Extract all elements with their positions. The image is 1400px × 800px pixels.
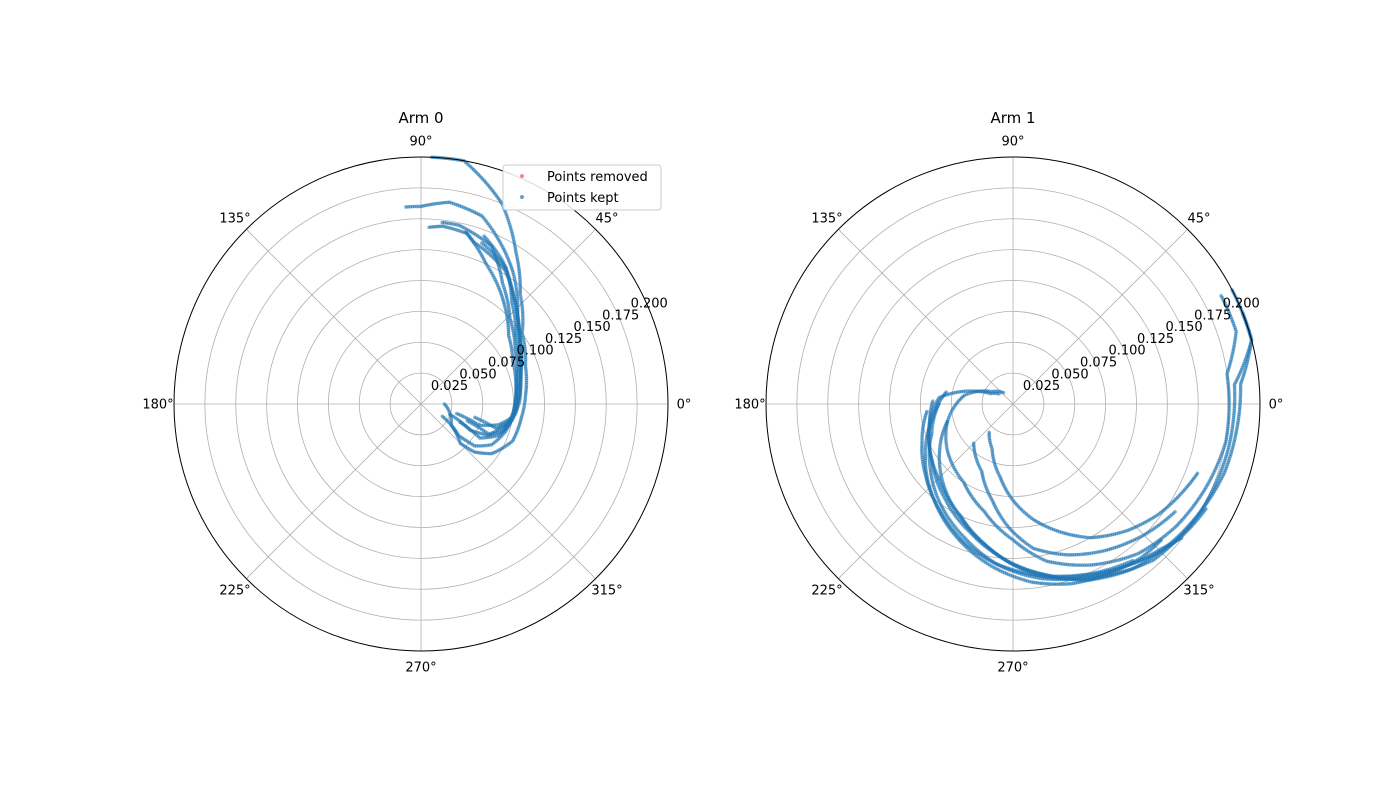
legend-label-points-kept: Points kept bbox=[547, 191, 619, 206]
r-tick-label: 0.075 bbox=[488, 356, 525, 371]
theta-tick-label: 90° bbox=[409, 135, 432, 150]
theta-tick-label: 180° bbox=[734, 398, 765, 413]
polar-spine bbox=[173, 156, 669, 652]
chart-title: Arm 0 bbox=[398, 109, 443, 127]
polar-axes-arm-1: 0° 45° 90° 135° 180° 225° 270° 315° 0.02… bbox=[734, 109, 1283, 676]
angular-grid-line bbox=[420, 403, 596, 579]
theta-tick-label: 180° bbox=[142, 398, 173, 413]
data-point bbox=[404, 205, 408, 209]
polar-axes-arm-0: 0° 45° 90° 135° 180° 225° 270° 315° 0.02… bbox=[142, 109, 691, 676]
angular-grid-line bbox=[838, 403, 1014, 579]
theta-tick-labels: 0° 45° 90° 135° 180° 225° 270° 315° bbox=[734, 135, 1283, 676]
r-tick-label: 0.175 bbox=[602, 308, 639, 323]
theta-tick-label: 135° bbox=[219, 212, 250, 227]
theta-tick-label: 270° bbox=[405, 661, 436, 676]
r-tick-label: 0.050 bbox=[1051, 367, 1088, 382]
r-tick-label: 0.175 bbox=[1194, 308, 1231, 323]
theta-tick-labels: 0° 45° 90° 135° 180° 225° 270° 315° bbox=[142, 135, 691, 676]
data-point bbox=[1179, 536, 1184, 540]
polar-spine bbox=[765, 156, 1261, 652]
data-point bbox=[482, 234, 486, 238]
radial-tick-labels: 0.025 0.050 0.075 0.100 0.125 0.150 0.17… bbox=[1023, 297, 1260, 395]
theta-tick-label: 45° bbox=[1187, 212, 1210, 227]
r-tick-label: 0.025 bbox=[431, 379, 468, 394]
data-point bbox=[480, 241, 484, 245]
theta-tick-label: 0° bbox=[677, 398, 692, 413]
legend-label-points-removed: Points removed bbox=[547, 170, 648, 185]
polar-grid bbox=[174, 157, 668, 651]
theta-tick-label: 225° bbox=[811, 584, 842, 599]
theta-tick-label: 225° bbox=[219, 584, 250, 599]
r-tick-label: 0.100 bbox=[516, 344, 553, 359]
angular-grid-line bbox=[838, 229, 1014, 405]
r-tick-label: 0.025 bbox=[1023, 379, 1060, 394]
angular-grid-line bbox=[246, 403, 422, 579]
theta-tick-label: 315° bbox=[591, 584, 622, 599]
theta-tick-label: 270° bbox=[997, 661, 1028, 676]
legend: Points removed Points kept bbox=[502, 164, 662, 211]
r-tick-label: 0.200 bbox=[631, 297, 668, 312]
legend-frame bbox=[502, 164, 662, 211]
data-point bbox=[1130, 558, 1135, 563]
r-tick-label: 0.150 bbox=[1165, 320, 1202, 335]
theta-tick-label: 0° bbox=[1269, 398, 1284, 413]
theta-tick-label: 135° bbox=[811, 212, 842, 227]
r-tick-label: 0.050 bbox=[459, 367, 496, 382]
theta-tick-label: 90° bbox=[1001, 135, 1024, 150]
data-point bbox=[1173, 509, 1177, 514]
data-point bbox=[1195, 471, 1200, 476]
r-tick-label: 0.200 bbox=[1223, 297, 1260, 312]
r-tick-label: 0.125 bbox=[1137, 332, 1174, 347]
radial-tick-labels: 0.025 0.050 0.075 0.100 0.125 0.150 0.17… bbox=[431, 297, 668, 395]
data-point bbox=[463, 230, 468, 234]
r-tick-label: 0.125 bbox=[545, 332, 582, 347]
theta-tick-label: 45° bbox=[595, 212, 618, 227]
data-point bbox=[1159, 538, 1163, 543]
scatter-points bbox=[404, 155, 529, 456]
legend-marker-points-kept bbox=[520, 195, 524, 199]
data-point bbox=[1204, 507, 1208, 511]
angular-grid-line bbox=[1012, 229, 1188, 405]
chart-title: Arm 1 bbox=[990, 109, 1035, 127]
r-tick-label: 0.150 bbox=[573, 320, 610, 335]
data-point bbox=[1219, 293, 1223, 298]
theta-tick-label: 315° bbox=[1183, 584, 1214, 599]
r-tick-label: 0.075 bbox=[1080, 356, 1117, 371]
angular-grid-line bbox=[246, 229, 422, 405]
scatter-points bbox=[920, 288, 1254, 586]
data-point bbox=[440, 220, 445, 225]
legend-marker-points-removed bbox=[520, 174, 524, 178]
r-tick-label: 0.100 bbox=[1108, 344, 1145, 359]
data-point bbox=[427, 225, 431, 230]
